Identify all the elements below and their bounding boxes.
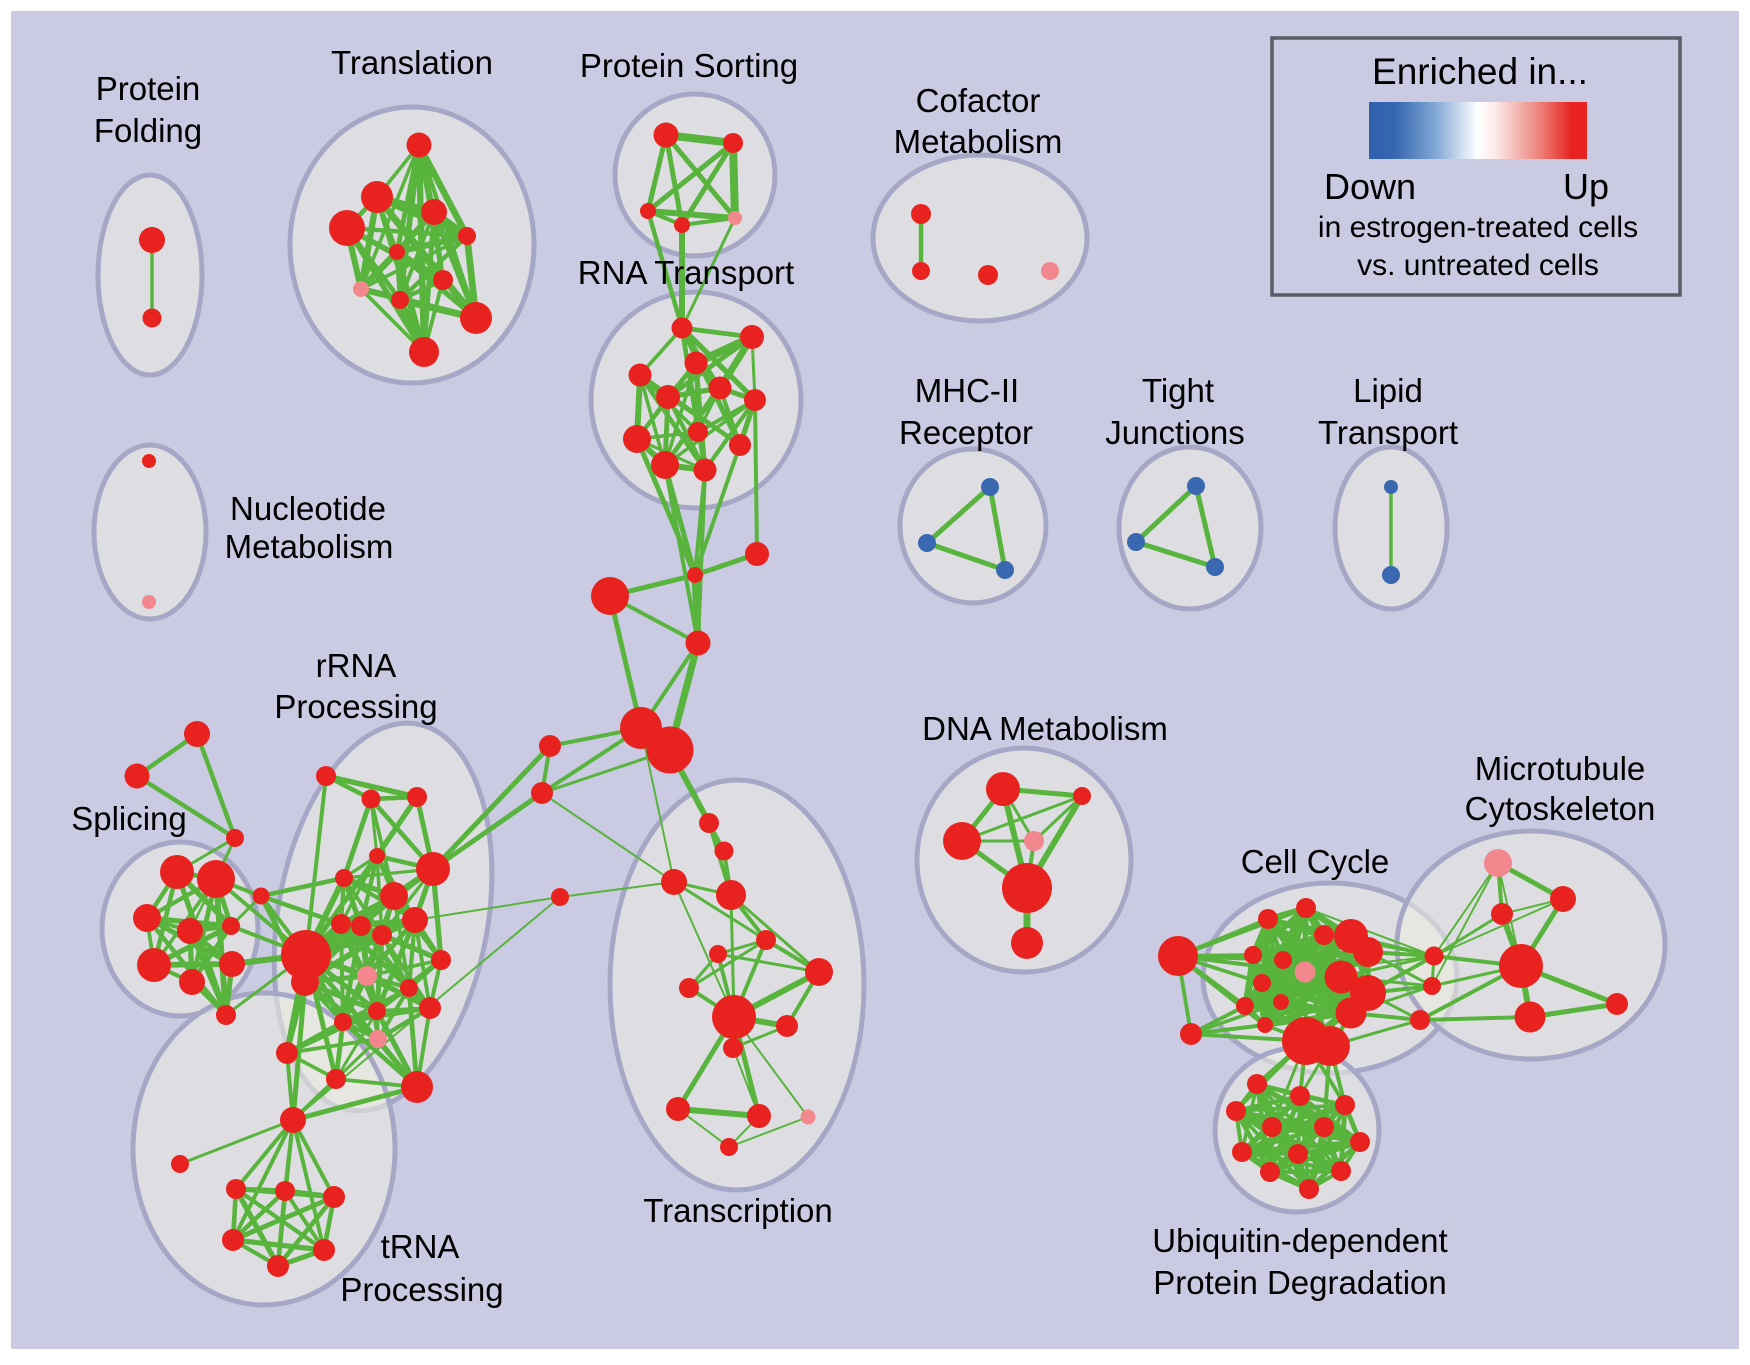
svg-text:Metabolism: Metabolism <box>894 123 1063 160</box>
svg-text:RNA Transport: RNA Transport <box>578 254 794 291</box>
svg-text:Transcription: Transcription <box>643 1192 833 1229</box>
svg-text:Enriched in...: Enriched in... <box>1372 51 1588 92</box>
svg-text:Protein: Protein <box>96 70 201 107</box>
svg-text:Receptor: Receptor <box>899 414 1033 451</box>
svg-text:Transport: Transport <box>1318 414 1458 451</box>
svg-text:Cytoskeleton: Cytoskeleton <box>1465 790 1656 827</box>
svg-text:tRNA: tRNA <box>381 1228 460 1265</box>
svg-text:Folding: Folding <box>94 112 202 149</box>
svg-text:Ubiquitin-dependent: Ubiquitin-dependent <box>1152 1222 1447 1259</box>
svg-text:vs. untreated cells: vs. untreated cells <box>1357 249 1599 282</box>
svg-text:Processing: Processing <box>274 688 437 725</box>
svg-text:Processing: Processing <box>340 1271 503 1308</box>
svg-text:Junctions: Junctions <box>1105 414 1244 451</box>
svg-text:Lipid: Lipid <box>1353 372 1423 409</box>
svg-text:Nucleotide: Nucleotide <box>230 490 386 527</box>
svg-text:Cell Cycle: Cell Cycle <box>1241 843 1390 880</box>
svg-text:Protein Sorting: Protein Sorting <box>580 47 798 84</box>
svg-text:DNA Metabolism: DNA Metabolism <box>922 710 1168 747</box>
svg-text:Splicing: Splicing <box>71 800 187 837</box>
svg-text:in estrogen-treated cells: in estrogen-treated cells <box>1318 211 1638 244</box>
svg-text:Metabolism: Metabolism <box>225 528 394 565</box>
svg-text:Translation: Translation <box>331 44 493 81</box>
svg-text:MHC-II: MHC-II <box>915 372 1019 409</box>
svg-text:rRNA: rRNA <box>316 647 397 684</box>
svg-text:Down: Down <box>1324 166 1416 207</box>
svg-text:Tight: Tight <box>1142 372 1214 409</box>
svg-text:Up: Up <box>1563 166 1609 207</box>
svg-text:Cofactor: Cofactor <box>916 82 1041 119</box>
svg-text:Protein Degradation: Protein Degradation <box>1153 1264 1447 1301</box>
svg-text:Microtubule: Microtubule <box>1475 750 1646 787</box>
